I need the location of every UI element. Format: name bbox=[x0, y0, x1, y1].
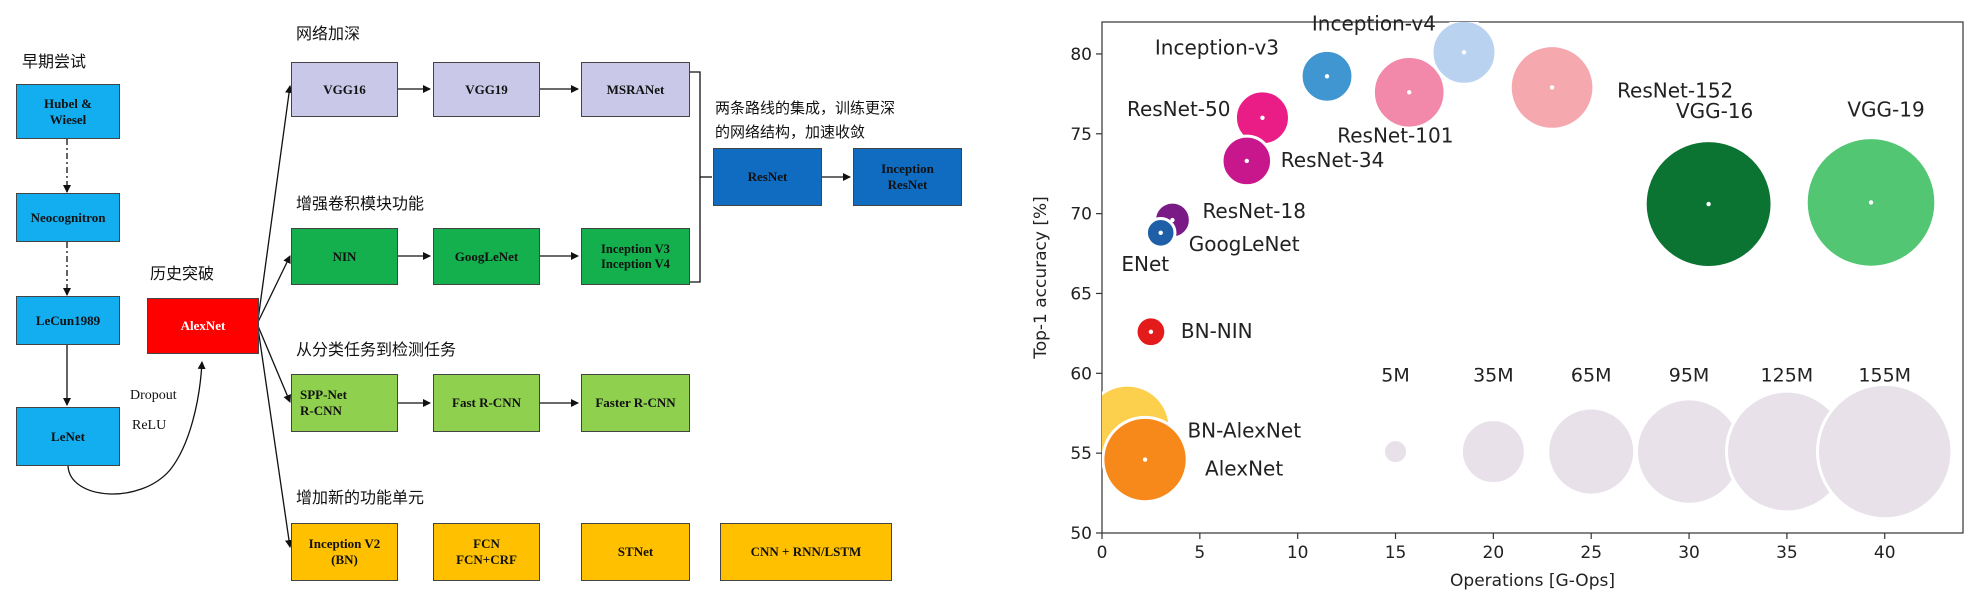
label-relu: ReLU bbox=[132, 418, 167, 433]
heading-deeper: 网络加深 bbox=[296, 24, 361, 43]
heading-conv: 增强卷积模块功能 bbox=[296, 194, 425, 213]
point-label-resnet-34: ResNet-34 bbox=[1281, 148, 1385, 172]
edge-alexnet-nin bbox=[257, 255, 291, 323]
heading-early: 早期尝试 bbox=[22, 52, 87, 71]
x-tick-label-10: 10 bbox=[1287, 543, 1309, 563]
size-legend-bubble-35M bbox=[1459, 418, 1527, 486]
accuracy-vs-ops-chart: Inception-v4 Inception-v3 ResNet-152 ResNet… bbox=[1010, 0, 1975, 608]
plot-bubbles bbox=[1102, 22, 1954, 521]
point-label-googlenet: GoogLeNet bbox=[1189, 232, 1300, 256]
size-legend-label-35M: 35M bbox=[1473, 365, 1514, 387]
bubble-center-resnet-34 bbox=[1244, 158, 1250, 164]
bubble-center-googlenet bbox=[1158, 230, 1163, 235]
point-label-inception-v3: Inception-v3 bbox=[1155, 35, 1279, 59]
y-axis-label: Top-1 accuracy [%] bbox=[1031, 196, 1051, 360]
heading-newunit: 增加新的功能单元 bbox=[296, 488, 425, 507]
diagram-connectors bbox=[63, 71, 851, 548]
edge-lenet-alexnet bbox=[67, 361, 206, 495]
x-tick-label-40: 40 bbox=[1874, 543, 1896, 563]
point-label-vgg-19: VGG-19 bbox=[1847, 97, 1924, 121]
node-fast-rcnn: Fast R-CNN bbox=[433, 374, 540, 432]
node-hubel-wiesel: Hubel & Wiesel bbox=[16, 84, 120, 139]
y-tick-label-50: 50 bbox=[1070, 524, 1092, 544]
size-legend-label-95M: 95M bbox=[1669, 365, 1710, 387]
bubble-center-resnet-152 bbox=[1549, 85, 1555, 90]
size-legend-bubble-155M bbox=[1815, 382, 1954, 521]
bubble-center-inception-v3 bbox=[1324, 74, 1330, 79]
bubble-center-vgg-19 bbox=[1868, 200, 1874, 205]
label-dropout: Dropout bbox=[130, 388, 177, 403]
node-stnet: STNet bbox=[581, 523, 690, 581]
size-legend-label-65M: 65M bbox=[1571, 365, 1612, 387]
point-label-resnet-50: ResNet-50 bbox=[1127, 97, 1231, 121]
x-tick-label-5: 5 bbox=[1194, 543, 1205, 563]
bubble-center-inception-v4 bbox=[1461, 50, 1467, 55]
y-tick-label-60: 60 bbox=[1070, 364, 1092, 384]
point-label-enet: ENet bbox=[1121, 252, 1169, 276]
node-inception-v2: Inception V2 (BN) bbox=[291, 523, 398, 581]
bubble-center-enet bbox=[1133, 236, 1138, 242]
node-vgg16: VGG16 bbox=[291, 62, 398, 117]
bubble-center-alexnet bbox=[1142, 457, 1148, 462]
cnn-history-diagram: 早期尝试 历史突破 网络加深 增强卷积模块功能 从分类任务到检测任务 增加新的功… bbox=[16, 24, 962, 581]
size-legend-label-125M: 125M bbox=[1761, 365, 1814, 387]
point-label-bn-nin: BN-NIN bbox=[1181, 319, 1253, 343]
heading-breakthrough: 历史突破 bbox=[150, 264, 215, 283]
node-cnn-rnn-lstm: CNN + RNN/LSTM bbox=[720, 523, 892, 581]
point-label-resnet-18: ResNet-18 bbox=[1202, 199, 1306, 223]
bubble-center-resnet-18 bbox=[1170, 217, 1175, 223]
y-tick-label-80: 80 bbox=[1070, 45, 1092, 65]
x-tick-label-25: 25 bbox=[1580, 543, 1602, 563]
point-label-bn-alexnet: BN-AlexNet bbox=[1187, 419, 1301, 443]
point-label-alexnet: AlexNet bbox=[1205, 457, 1283, 481]
merge-bracket bbox=[690, 71, 701, 283]
y-tick-label-55: 55 bbox=[1070, 444, 1092, 464]
node-fcn: FCN FCN+CRF bbox=[433, 523, 540, 581]
size-legend-label-5M: 5M bbox=[1381, 365, 1409, 387]
point-label-vgg-16: VGG-16 bbox=[1676, 99, 1753, 123]
y-tick-label-65: 65 bbox=[1070, 284, 1092, 304]
node-inception-resnet: Inception ResNet bbox=[853, 148, 962, 206]
x-tick-label-30: 30 bbox=[1678, 543, 1700, 563]
x-tick-label-35: 35 bbox=[1776, 543, 1798, 563]
node-faster-rcnn: Faster R-CNN bbox=[581, 374, 690, 432]
point-label-resnet-152: ResNet-152 bbox=[1617, 78, 1733, 102]
x-tick-label-15: 15 bbox=[1385, 543, 1407, 563]
node-neocognitron: Neocognitron bbox=[16, 193, 120, 242]
bubble-center-vgg-16 bbox=[1706, 201, 1711, 207]
node-alexnet: AlexNet bbox=[147, 298, 259, 354]
x-tick-label-20: 20 bbox=[1483, 543, 1505, 563]
bubble-center-resnet-50 bbox=[1260, 115, 1265, 121]
bubble-chart-svg: Inception-v4 Inception-v3 ResNet-152 ResNet… bbox=[1031, 11, 1964, 591]
y-tick-label-75: 75 bbox=[1070, 125, 1092, 145]
size-legend-bubble-5M bbox=[1381, 437, 1410, 466]
node-lenet: LeNet bbox=[16, 407, 120, 466]
edge-alexnet-spp bbox=[257, 325, 291, 403]
size-legend-bubble-65M bbox=[1546, 406, 1637, 497]
size-legend-label-155M: 155M bbox=[1858, 365, 1911, 387]
x-tick-label-0: 0 bbox=[1097, 543, 1108, 563]
point-label-resnet-101: ResNet-101 bbox=[1337, 123, 1453, 147]
node-spp-net: SPP-Net R-CNN bbox=[291, 374, 398, 432]
merge-note: 两条路线的集成，训练更深 的网络结构，加速收敛 bbox=[715, 99, 896, 141]
node-vgg19: VGG19 bbox=[433, 62, 540, 117]
bubble-center-bn-nin bbox=[1148, 329, 1154, 334]
node-googlenet: GoogLeNet bbox=[433, 228, 540, 285]
edge-alexnet-inceptionv2 bbox=[257, 327, 293, 548]
node-inception-v3-v4: Inception V3 Inception V4 bbox=[581, 228, 690, 285]
edge-alexnet-vgg16 bbox=[257, 85, 294, 321]
x-axis-label: Operations [G-Ops] bbox=[1450, 571, 1615, 591]
node-msranet: MSRANet bbox=[581, 62, 690, 117]
node-resnet: ResNet bbox=[713, 148, 822, 206]
y-tick-label-70: 70 bbox=[1070, 205, 1092, 225]
bubble-center-resnet-101 bbox=[1407, 90, 1412, 95]
heading-detect: 从分类任务到检测任务 bbox=[296, 340, 457, 359]
node-lecun1989: LeCun1989 bbox=[16, 296, 120, 345]
node-nin: NIN bbox=[291, 228, 398, 285]
point-label-inception-v4: Inception-v4 bbox=[1312, 11, 1436, 35]
